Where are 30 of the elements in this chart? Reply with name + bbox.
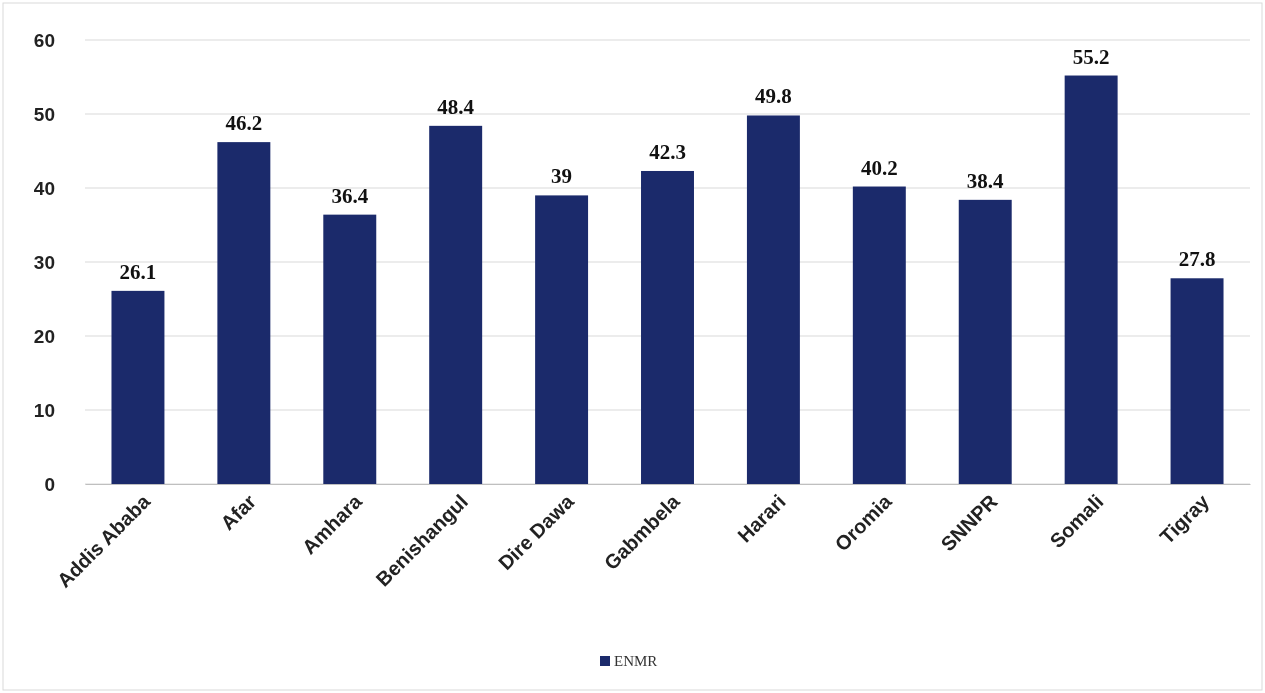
bar [111,290,165,484]
y-tick-label: 60 [33,29,55,51]
data-label: 27.8 [1178,247,1216,272]
data-label: 40.2 [860,155,898,180]
data-label: 49.8 [755,84,792,109]
y-tick-label: 50 [33,103,55,125]
data-label: 26.1 [119,259,157,284]
bar [1170,278,1224,484]
y-tick-label: 0 [44,473,55,495]
y-tick-label: 10 [33,399,55,421]
bar [535,195,589,484]
bar [323,214,377,484]
bar [958,199,1012,484]
legend-label: ENMR [614,653,658,669]
data-label: 39 [551,164,573,189]
data-label: 36.4 [331,183,369,208]
bar [1064,75,1118,484]
bar [746,115,800,484]
y-tick-label: 30 [33,251,55,273]
bar [852,186,906,484]
bar [217,142,271,484]
bar [641,170,694,484]
y-tick-label: 20 [33,325,55,347]
bar [429,125,483,484]
y-tick-label: 40 [33,177,55,199]
data-label: 42.3 [649,139,686,164]
data-label: 48.4 [437,94,475,119]
data-label: 46.2 [225,111,263,136]
data-label: 55.2 [1072,44,1110,69]
data-label: 38.4 [966,168,1005,193]
